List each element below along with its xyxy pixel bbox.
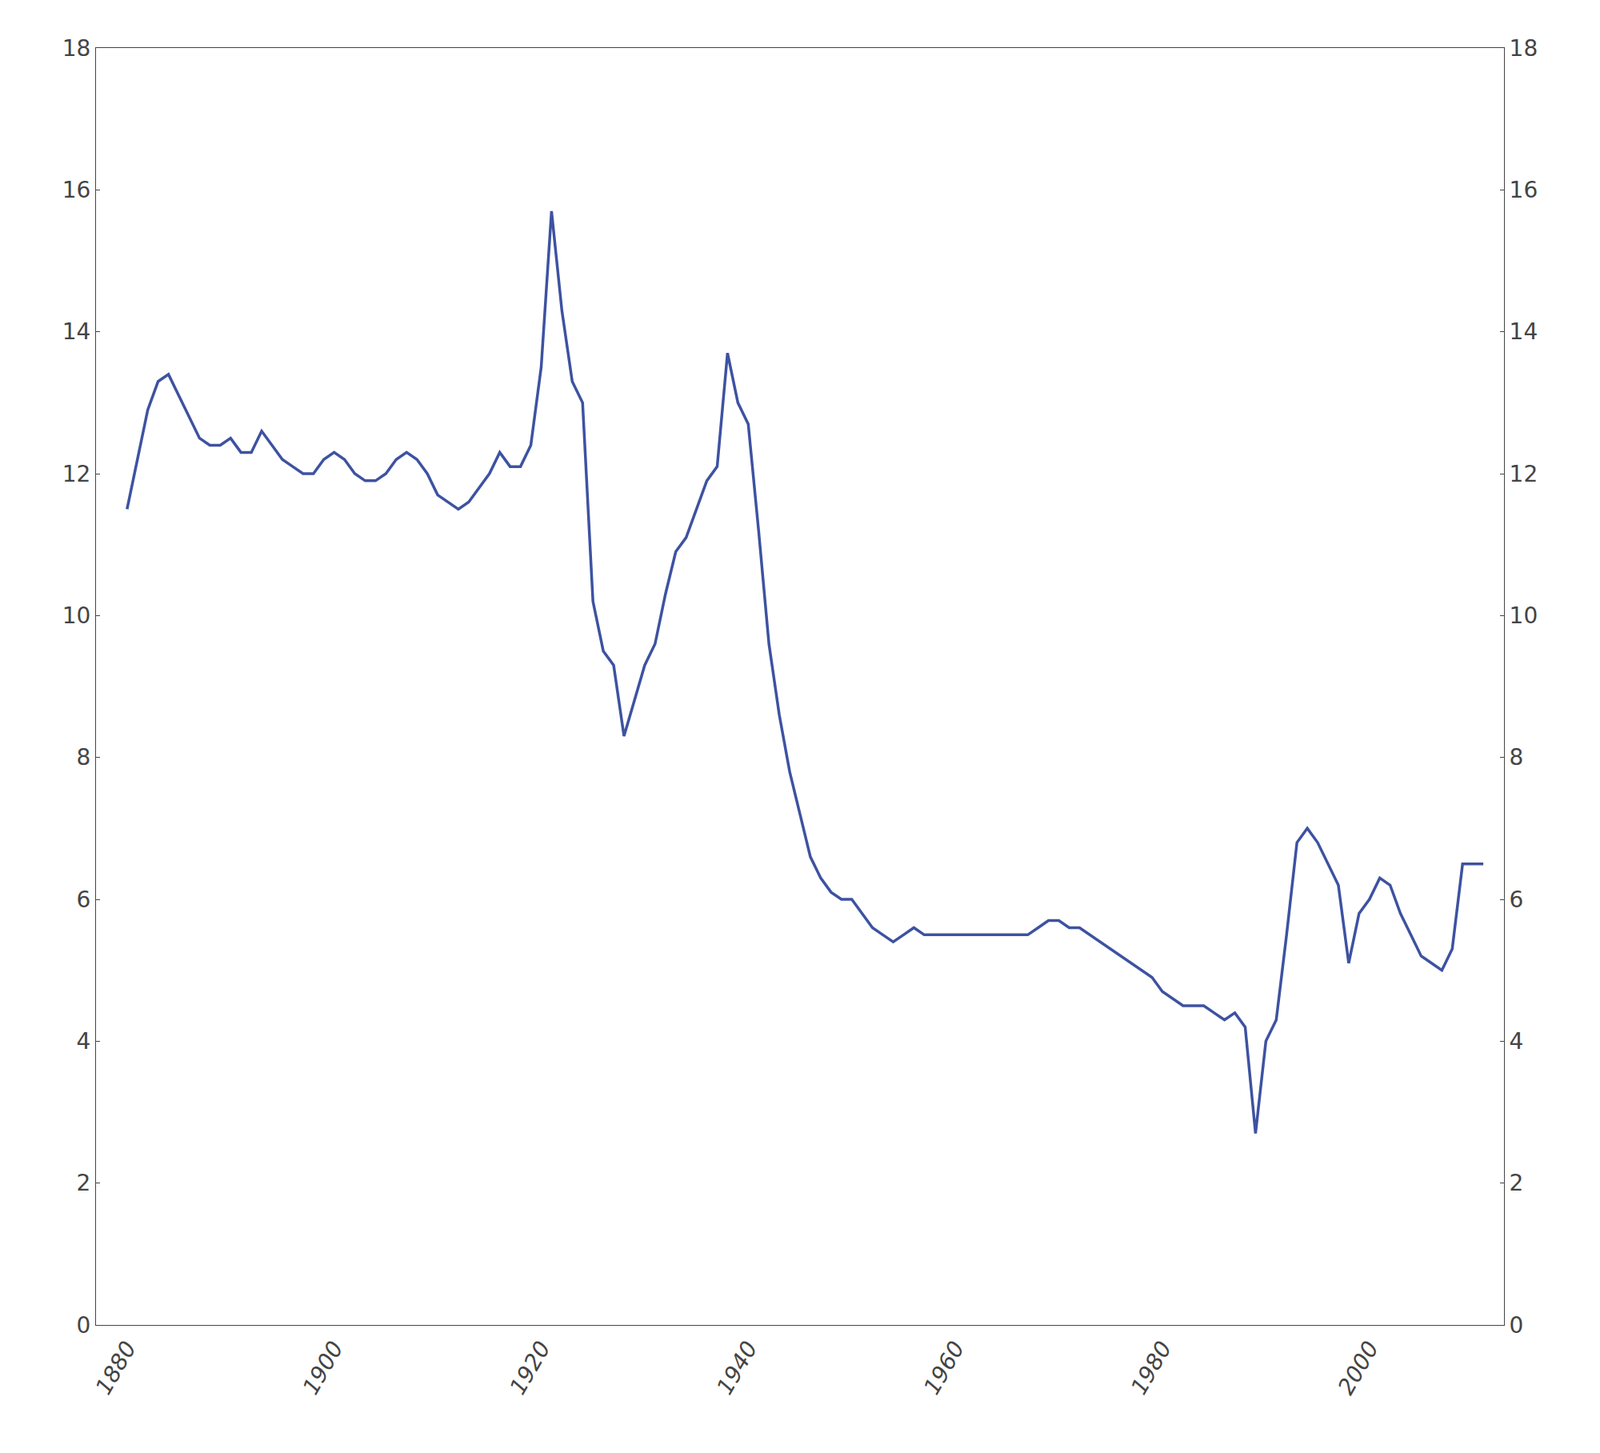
svg-text:2: 2 bbox=[76, 1169, 92, 1196]
svg-text:10: 10 bbox=[62, 602, 92, 629]
svg-text:2: 2 bbox=[1509, 1169, 1524, 1196]
svg-text:1980: 1980 bbox=[1125, 1336, 1177, 1400]
svg-text:8: 8 bbox=[1509, 744, 1524, 771]
svg-text:14: 14 bbox=[1509, 318, 1539, 345]
svg-text:4: 4 bbox=[76, 1028, 92, 1055]
svg-text:16: 16 bbox=[1509, 176, 1539, 204]
svg-text:18: 18 bbox=[1509, 35, 1539, 62]
svg-text:18: 18 bbox=[62, 35, 92, 62]
svg-text:4: 4 bbox=[1509, 1028, 1524, 1055]
svg-text:6: 6 bbox=[1509, 886, 1524, 913]
svg-text:1940: 1940 bbox=[711, 1336, 763, 1400]
svg-text:1900: 1900 bbox=[297, 1336, 349, 1400]
svg-text:10: 10 bbox=[1509, 602, 1539, 629]
svg-text:0: 0 bbox=[76, 1312, 92, 1339]
svg-text:1960: 1960 bbox=[918, 1336, 970, 1400]
svg-text:6: 6 bbox=[76, 886, 92, 913]
svg-text:12: 12 bbox=[1509, 460, 1539, 488]
svg-text:1880: 1880 bbox=[90, 1336, 142, 1400]
svg-text:1920: 1920 bbox=[504, 1336, 556, 1400]
svg-text:2000: 2000 bbox=[1332, 1336, 1384, 1400]
svg-text:8: 8 bbox=[76, 744, 92, 771]
svg-text:14: 14 bbox=[62, 318, 92, 345]
svg-text:0: 0 bbox=[1509, 1312, 1524, 1339]
svg-text:16: 16 bbox=[62, 176, 92, 204]
svg-text:12: 12 bbox=[62, 460, 92, 488]
